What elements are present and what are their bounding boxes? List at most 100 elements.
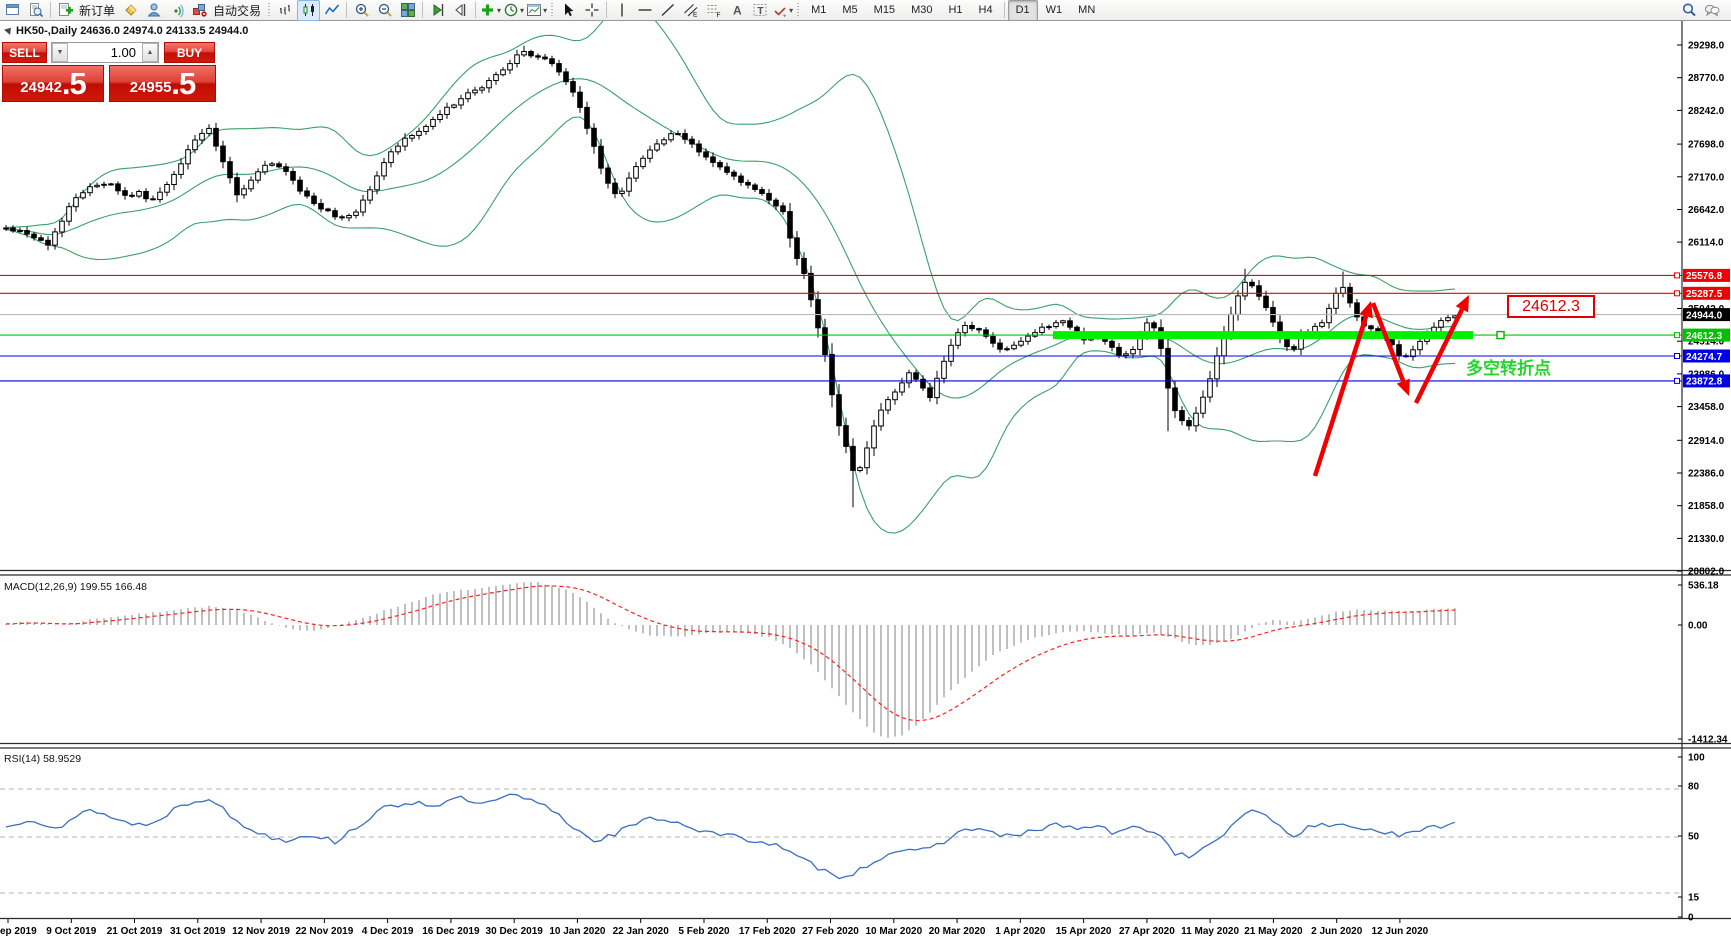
candle [1354,302,1360,318]
trend-arrows[interactable] [1312,295,1469,477]
date-tick-label: 15 Apr 2020 [1056,926,1112,937]
candle [17,230,23,233]
line-chart-button[interactable] [320,0,343,21]
rsi-tick-label: 80 [1688,782,1700,793]
candle [1186,420,1192,427]
templates-button[interactable]: ▾ [525,0,548,21]
candle [766,192,772,201]
candlestick-chart-button[interactable] [297,0,321,21]
toolbar-separator [50,2,51,18]
candle [1263,295,1269,309]
horizontal-line-button[interactable] [633,0,656,21]
toolbar-drag-handle[interactable] [550,2,556,18]
candle [227,161,233,179]
indicators-button[interactable]: ▾ [479,0,502,21]
candle [878,409,884,427]
trendline-button[interactable] [656,0,679,21]
date-tick-label: 20 Mar 2020 [929,926,986,937]
candle [633,166,639,179]
candle [360,199,366,213]
timeframe-m15[interactable]: M15 [873,4,896,16]
price-tick-label: 22386.0 [1688,469,1725,480]
candle [486,80,492,89]
candle [759,189,765,195]
candle [353,211,359,216]
volume-input[interactable]: 1.00 [110,45,136,60]
market-watch-icon[interactable] [142,0,165,21]
arrows-button[interactable]: ▾ [771,0,794,21]
vertical-line-button[interactable] [610,0,633,21]
candle [1067,320,1073,328]
chart-shift-button[interactable] [449,0,472,21]
candle [458,98,464,106]
price-scale[interactable]: 29298.0 28770.0 28242.0 27698.0 27170.0 26642… [1677,41,1728,924]
time-scale[interactable]: 25 Sep 2019 9 Oct 2019 21 Oct 2019 31 Oct 2… [0,919,1429,937]
turning-point-note[interactable]: 多空转折点 [1466,359,1551,378]
periods-button[interactable]: ▾ [502,0,525,21]
channel-button[interactable]: E [679,0,702,21]
volume-increase-button[interactable]: ▲ [142,43,158,62]
candle [871,425,877,449]
candle [262,164,268,173]
candle [122,190,128,196]
timeframe-mn[interactable]: MN [1078,4,1096,16]
candle [556,63,562,73]
chat-icon[interactable] [1700,0,1723,21]
styles-icon[interactable] [119,0,142,21]
bar-chart-button[interactable] [274,0,297,21]
candle [724,166,730,173]
candle [115,183,121,192]
price-tick-label: 20802.0 [1688,567,1725,578]
volume-decrease-button[interactable]: ▼ [52,43,68,62]
rsi-indicator-label: RSI(14) 58.9529 [4,753,82,765]
new-order-button-label[interactable]: 新订单 [79,3,116,18]
candle [1193,412,1199,427]
label-button[interactable]: T [748,0,771,21]
date-tick-label: 21 Oct 2019 [107,926,163,937]
toolbar-drag-handle[interactable] [267,2,273,18]
price-badge [1683,268,1730,282]
chart-window-icon[interactable] [1,0,24,21]
timeframe-d1[interactable]: D1 [1007,0,1038,21]
text-button[interactable]: A [725,0,748,21]
timeframe-m30[interactable]: M30 [911,4,933,16]
price-tick-label: 27170.0 [1688,172,1725,183]
timeframe-h4[interactable]: H4 [978,4,993,16]
svg-text:25576.8: 25576.8 [1686,271,1723,282]
support-price-callout[interactable]: 24612.3 [1507,295,1595,318]
support-zone-bar[interactable] [1053,331,1473,340]
candle [1060,320,1066,324]
zoom-in-button[interactable] [350,0,373,21]
cursor-button[interactable] [557,0,580,21]
buy-price-display[interactable]: 24955 .5 [109,65,216,102]
candle [794,237,800,259]
candle [941,360,947,379]
support-zone-handle[interactable] [1496,330,1505,340]
zoom-out-button[interactable] [373,0,396,21]
candle [913,372,919,380]
search-icon[interactable] [1677,0,1700,21]
toolbar-drag-handle[interactable] [796,2,802,18]
sell-button[interactable]: SELL [2,42,47,63]
signals-icon[interactable] [165,0,188,21]
date-tick-label: 25 Sep 2019 [0,926,37,937]
date-tick-label: 9 Oct 2019 [46,926,96,937]
preview-icon[interactable] [24,0,47,21]
main-toolbar: 新订单 自动交易 ▾ ▾ ▾ E F A T ▾ M1 M5 M15 M30 H1 H4 D1 W1 MN [0,0,1731,21]
timeframe-w1[interactable]: W1 [1045,4,1063,16]
timeframe-h1[interactable]: H1 [948,4,963,16]
macd-tick-label: 0.00 [1688,621,1708,632]
new-order-button[interactable] [54,0,77,21]
auto-scroll-button[interactable] [426,0,449,21]
fibonacci-button[interactable]: F [702,0,725,21]
auto-trading-button[interactable] [188,0,211,21]
buy-button[interactable]: BUY [164,42,215,63]
tile-windows-button[interactable] [396,0,419,21]
candle [185,149,191,165]
timeframe-m5[interactable]: M5 [842,4,858,16]
candle [108,183,114,186]
crosshair-button[interactable] [580,0,603,21]
sell-price-display[interactable]: 24942 .5 [2,65,104,102]
auto-trading-button-label[interactable]: 自动交易 [213,3,262,18]
timeframe-m1[interactable]: M1 [811,4,827,16]
